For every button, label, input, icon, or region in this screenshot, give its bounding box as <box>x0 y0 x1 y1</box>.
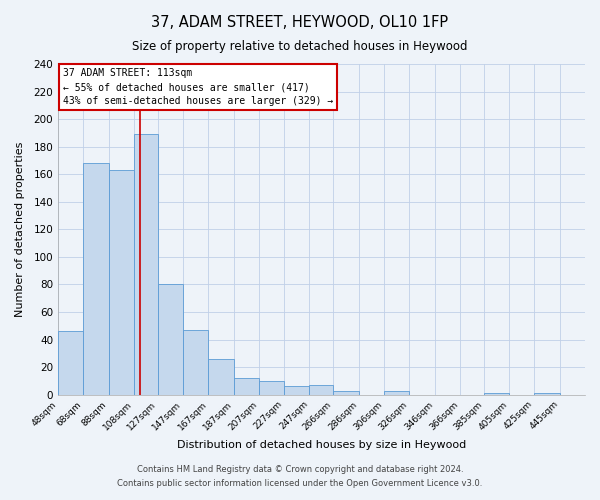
Bar <box>284 386 310 394</box>
Text: Contains HM Land Registry data © Crown copyright and database right 2024.
Contai: Contains HM Land Registry data © Crown c… <box>118 466 482 487</box>
Bar <box>310 385 334 394</box>
Bar <box>334 390 359 394</box>
Text: Size of property relative to detached houses in Heywood: Size of property relative to detached ho… <box>132 40 468 53</box>
Bar <box>83 163 109 394</box>
Bar <box>208 359 233 394</box>
Text: 37, ADAM STREET, HEYWOOD, OL10 1FP: 37, ADAM STREET, HEYWOOD, OL10 1FP <box>151 15 449 30</box>
Y-axis label: Number of detached properties: Number of detached properties <box>15 142 25 317</box>
Bar <box>259 381 284 394</box>
Bar <box>384 390 409 394</box>
Bar <box>134 134 158 394</box>
Bar <box>183 330 208 394</box>
Bar <box>109 170 134 394</box>
X-axis label: Distribution of detached houses by size in Heywood: Distribution of detached houses by size … <box>177 440 466 450</box>
Bar <box>158 284 183 395</box>
Bar <box>233 378 259 394</box>
Bar <box>58 332 83 394</box>
Text: 37 ADAM STREET: 113sqm
← 55% of detached houses are smaller (417)
43% of semi-de: 37 ADAM STREET: 113sqm ← 55% of detached… <box>63 68 333 106</box>
